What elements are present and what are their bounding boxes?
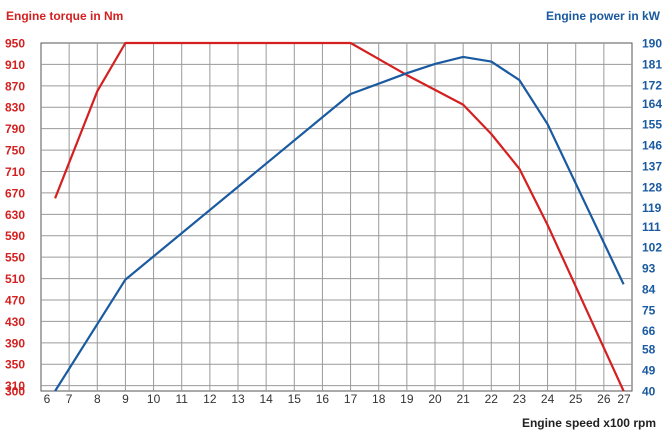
x-axis-ticks: 6 7 8 9 10 11 12 13 14 15 16 17 18 19 20 21 22 23 24 25 26 27 <box>44 392 631 406</box>
x-tick-label: 26 <box>597 392 611 406</box>
left-tick-label: 910 <box>5 58 25 72</box>
left-tick-label: 870 <box>5 79 25 93</box>
right-tick-label: 49 <box>642 364 656 378</box>
right-tick-label: 146 <box>642 139 662 153</box>
right-axis-ticks: 40 49 58 66 75 84 93 102 111 119 128 137 146 155 164 17… <box>642 37 662 399</box>
right-tick-label: 128 <box>642 180 662 194</box>
x-tick-label: 25 <box>569 392 583 406</box>
left-tick-label: 790 <box>5 122 25 136</box>
left-tick-label: 470 <box>5 293 25 307</box>
left-tick-label: 300 <box>5 385 25 399</box>
x-tick-label: 27 <box>617 392 631 406</box>
left-tick-label: 350 <box>5 358 25 372</box>
left-tick-label: 390 <box>5 336 25 350</box>
x-tick-label: 17 <box>344 392 358 406</box>
left-tick-label: 710 <box>5 165 25 179</box>
left-tick-label: 670 <box>5 186 25 200</box>
right-tick-label: 66 <box>642 324 656 338</box>
left-tick-label: 830 <box>5 101 25 115</box>
right-tick-label: 58 <box>642 343 656 357</box>
right-tick-label: 181 <box>642 57 662 71</box>
torque-series-line <box>54 41 625 392</box>
left-tick-label: 750 <box>5 144 25 158</box>
left-tick-label: 510 <box>5 272 25 286</box>
x-tick-label: 14 <box>259 392 273 406</box>
left-tick-label: 550 <box>5 251 25 265</box>
right-tick-label: 111 <box>642 220 661 234</box>
right-tick-label: 75 <box>642 303 656 317</box>
x-tick-label: 15 <box>288 392 302 406</box>
x-tick-label: 8 <box>94 392 101 406</box>
left-axis-title: Engine torque in Nm <box>6 9 123 23</box>
right-tick-label: 119 <box>642 201 662 215</box>
x-tick-label: 23 <box>513 392 527 406</box>
x-tick-label: 13 <box>231 392 245 406</box>
x-tick-label: 9 <box>122 392 129 406</box>
power-series-line <box>54 55 625 392</box>
right-tick-label: 190 <box>642 37 662 51</box>
x-tick-label: 10 <box>147 392 161 406</box>
right-tick-label: 155 <box>642 118 662 132</box>
x-tick-label: 18 <box>372 392 386 406</box>
x-tick-label: 11 <box>175 392 188 406</box>
x-tick-label: 24 <box>541 392 555 406</box>
right-tick-label: 84 <box>642 282 656 296</box>
x-tick-label: 7 <box>66 392 73 406</box>
gridlines <box>41 43 632 391</box>
left-tick-label: 950 <box>5 37 25 51</box>
x-tick-label: 6 <box>44 392 51 406</box>
x-tick-label: 21 <box>456 392 470 406</box>
right-tick-label: 40 <box>642 385 656 399</box>
series-lines <box>54 41 625 392</box>
right-tick-label: 164 <box>642 97 662 111</box>
left-tick-label: 310 <box>5 379 25 393</box>
left-tick-label: 630 <box>5 208 25 222</box>
right-tick-label: 137 <box>642 159 662 173</box>
right-tick-label: 172 <box>642 78 662 92</box>
x-axis-title: Engine speed x100 rpm <box>522 416 656 430</box>
right-tick-label: 102 <box>642 241 662 255</box>
left-tick-label: 590 <box>5 229 25 243</box>
x-tick-label: 16 <box>316 392 330 406</box>
x-tick-label: 12 <box>203 392 217 406</box>
x-tick-label: 20 <box>428 392 442 406</box>
right-axis-title: Engine power in kW <box>546 9 661 23</box>
x-tick-label: 19 <box>400 392 414 406</box>
x-tick-label: 22 <box>485 392 499 406</box>
left-tick-label: 430 <box>5 315 25 329</box>
right-tick-label: 93 <box>642 262 656 276</box>
